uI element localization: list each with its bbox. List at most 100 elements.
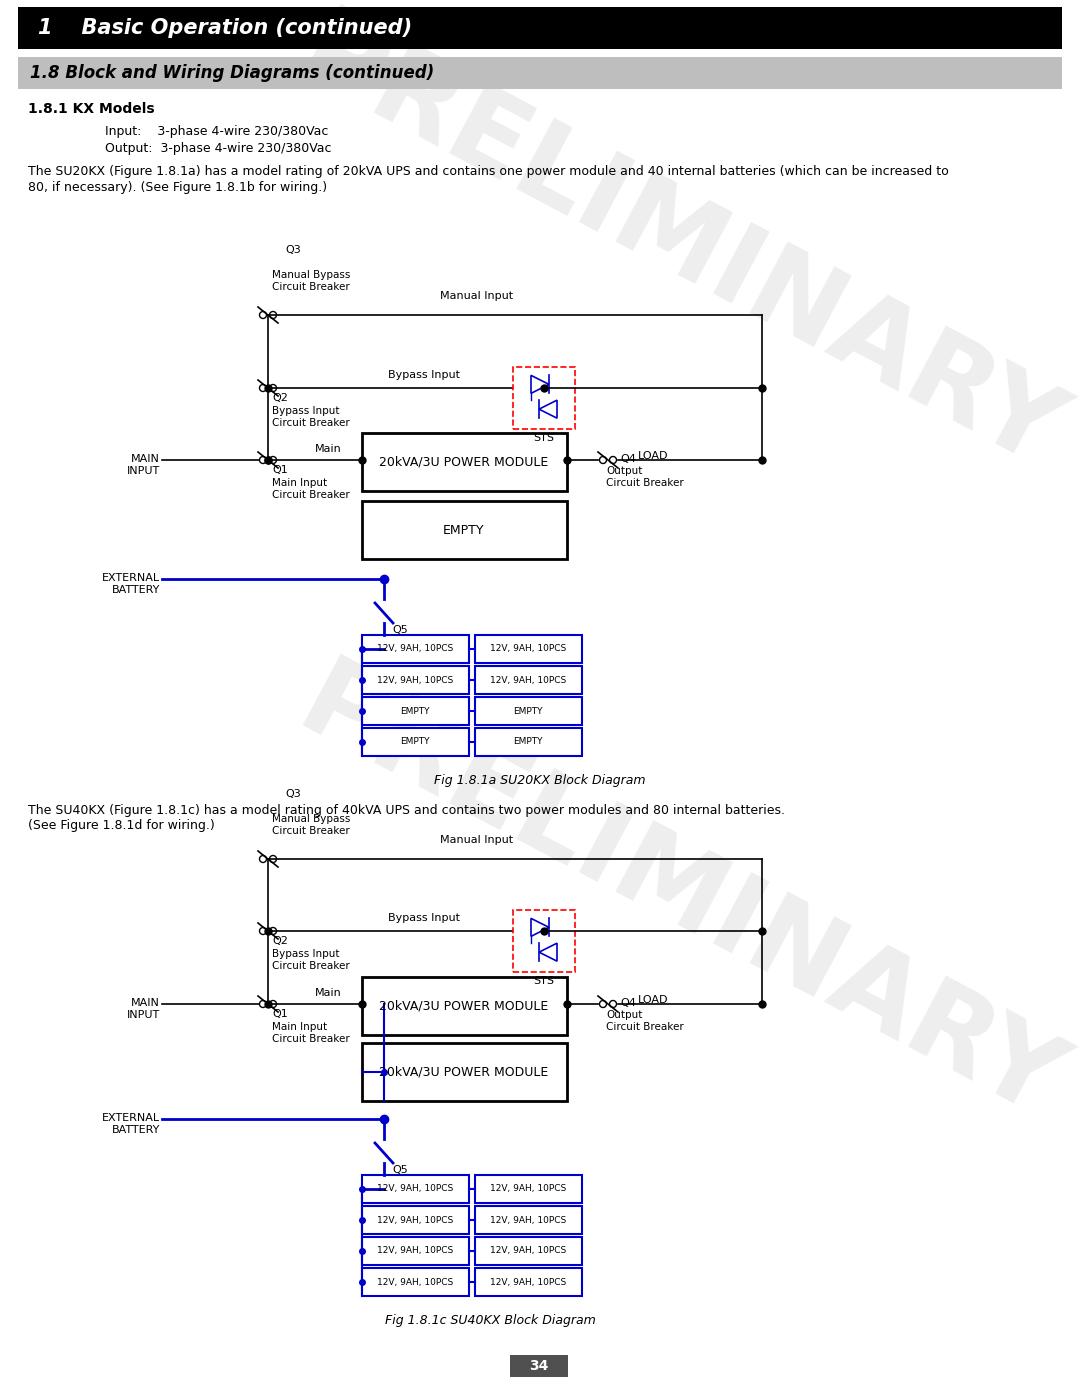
Text: 20kVA/3U POWER MODULE: 20kVA/3U POWER MODULE [379, 999, 549, 1013]
Text: 12V, 9AH, 10PCS: 12V, 9AH, 10PCS [377, 1185, 454, 1193]
Text: 12V, 9AH, 10PCS: 12V, 9AH, 10PCS [377, 1215, 454, 1225]
Text: Q5: Q5 [392, 624, 408, 636]
Text: Q5: Q5 [392, 1165, 408, 1175]
Text: BATTERY: BATTERY [111, 585, 160, 595]
Text: Bypass Input: Bypass Input [272, 949, 339, 958]
Text: LOAD: LOAD [638, 995, 669, 1004]
Text: 12V, 9AH, 10PCS: 12V, 9AH, 10PCS [490, 676, 566, 685]
Text: Circuit Breaker: Circuit Breaker [606, 1023, 684, 1032]
Text: Main: Main [315, 988, 341, 997]
Text: Q4: Q4 [620, 454, 636, 464]
Text: PRELIMINARY: PRELIMINARY [281, 651, 1079, 1143]
Text: 12V, 9AH, 10PCS: 12V, 9AH, 10PCS [377, 1277, 454, 1287]
Text: Fig 1.8.1a SU20KX Block Diagram: Fig 1.8.1a SU20KX Block Diagram [434, 774, 646, 787]
Text: BATTERY: BATTERY [111, 1125, 160, 1134]
Text: Manual Bypass: Manual Bypass [272, 814, 350, 824]
Text: Q1: Q1 [272, 465, 287, 475]
Bar [18, 7, 1062, 49]
Text: STS: STS [534, 977, 554, 986]
Bar [362, 433, 567, 490]
Bar [513, 909, 575, 972]
Bar [362, 728, 469, 756]
Text: Main: Main [315, 444, 341, 454]
Text: 34: 34 [529, 1359, 549, 1373]
Bar [475, 1236, 582, 1266]
Text: 12V, 9AH, 10PCS: 12V, 9AH, 10PCS [377, 1246, 454, 1256]
Text: Circuit Breaker: Circuit Breaker [606, 478, 684, 488]
Text: Circuit Breaker: Circuit Breaker [272, 418, 350, 427]
Bar [362, 697, 469, 725]
Text: EMPTY: EMPTY [443, 524, 485, 536]
Text: EMPTY: EMPTY [401, 707, 430, 715]
Text: 20kVA/3U POWER MODULE: 20kVA/3U POWER MODULE [379, 1066, 549, 1078]
Text: EXTERNAL: EXTERNAL [102, 1113, 160, 1123]
Text: Circuit Breaker: Circuit Breaker [272, 961, 350, 971]
Text: EMPTY: EMPTY [513, 738, 543, 746]
Text: 12V, 9AH, 10PCS: 12V, 9AH, 10PCS [377, 644, 454, 654]
Bar [362, 1044, 567, 1101]
Text: 20kVA/3U POWER MODULE: 20kVA/3U POWER MODULE [379, 455, 549, 468]
Text: Q2: Q2 [272, 936, 288, 946]
Bar [475, 1206, 582, 1234]
Text: Bypass Input: Bypass Input [388, 914, 460, 923]
Bar [362, 666, 469, 694]
Bar [510, 1355, 568, 1377]
Text: Circuit Breaker: Circuit Breaker [272, 1034, 350, 1044]
Text: Fig 1.8.1c SU40KX Block Diagram: Fig 1.8.1c SU40KX Block Diagram [384, 1315, 595, 1327]
Text: Output: Output [606, 467, 643, 476]
Text: 12V, 9AH, 10PCS: 12V, 9AH, 10PCS [490, 644, 566, 654]
Bar [362, 1268, 469, 1296]
Bar [362, 1206, 469, 1234]
Bar [513, 367, 575, 429]
Text: INPUT: INPUT [126, 1010, 160, 1020]
Bar [475, 1268, 582, 1296]
Text: Q1: Q1 [272, 1009, 287, 1018]
Bar [362, 1175, 469, 1203]
Text: 1.8.1 KX Models: 1.8.1 KX Models [28, 102, 154, 116]
Text: 80, if necessary). (See Figure 1.8.1b for wiring.): 80, if necessary). (See Figure 1.8.1b fo… [28, 182, 327, 194]
Text: The SU20KX (Figure 1.8.1a) has a model rating of 20kVA UPS and contains one powe: The SU20KX (Figure 1.8.1a) has a model r… [28, 165, 948, 177]
Text: Q3: Q3 [285, 789, 300, 799]
Text: 12V, 9AH, 10PCS: 12V, 9AH, 10PCS [490, 1215, 566, 1225]
Text: The SU40KX (Figure 1.8.1c) has a model rating of 40kVA UPS and contains two powe: The SU40KX (Figure 1.8.1c) has a model r… [28, 805, 785, 817]
Text: Manual Input: Manual Input [440, 291, 513, 300]
Text: STS: STS [534, 433, 554, 443]
Text: Q3: Q3 [285, 244, 300, 256]
Text: Circuit Breaker: Circuit Breaker [272, 826, 350, 835]
Text: 12V, 9AH, 10PCS: 12V, 9AH, 10PCS [377, 676, 454, 685]
Bar [362, 502, 567, 559]
Text: MAIN: MAIN [131, 997, 160, 1009]
Bar [362, 1236, 469, 1266]
Text: 12V, 9AH, 10PCS: 12V, 9AH, 10PCS [490, 1246, 566, 1256]
Text: Manual Bypass: Manual Bypass [272, 270, 350, 279]
Text: Q4: Q4 [620, 997, 636, 1009]
Text: EMPTY: EMPTY [513, 707, 543, 715]
Text: Main Input: Main Input [272, 478, 327, 488]
Text: LOAD: LOAD [638, 451, 669, 461]
Bar [362, 977, 567, 1035]
Text: EXTERNAL: EXTERNAL [102, 573, 160, 583]
Bar [362, 636, 469, 664]
Text: 12V, 9AH, 10PCS: 12V, 9AH, 10PCS [490, 1277, 566, 1287]
Text: Output:  3-phase 4-wire 230/380Vac: Output: 3-phase 4-wire 230/380Vac [105, 142, 332, 155]
Text: Manual Input: Manual Input [440, 835, 513, 845]
Bar [475, 636, 582, 664]
Text: 1.8 Block and Wiring Diagrams (continued): 1.8 Block and Wiring Diagrams (continued… [30, 64, 434, 82]
Text: INPUT: INPUT [126, 467, 160, 476]
Text: Output: Output [606, 1010, 643, 1020]
Text: MAIN: MAIN [131, 454, 160, 464]
Text: Main Input: Main Input [272, 1023, 327, 1032]
Text: Bypass Input: Bypass Input [388, 370, 460, 380]
Text: Circuit Breaker: Circuit Breaker [272, 282, 350, 292]
Bar [475, 728, 582, 756]
Text: (See Figure 1.8.1d for wiring.): (See Figure 1.8.1d for wiring.) [28, 819, 215, 833]
Text: Bypass Input: Bypass Input [272, 407, 339, 416]
Text: Circuit Breaker: Circuit Breaker [272, 490, 350, 500]
Text: 1    Basic Operation (continued): 1 Basic Operation (continued) [38, 18, 413, 38]
Bar [475, 697, 582, 725]
Bar [18, 57, 1062, 89]
Bar [475, 1175, 582, 1203]
Text: PRELIMINARY: PRELIMINARY [281, 1, 1079, 493]
Text: Q2: Q2 [272, 393, 288, 402]
Bar [475, 666, 582, 694]
